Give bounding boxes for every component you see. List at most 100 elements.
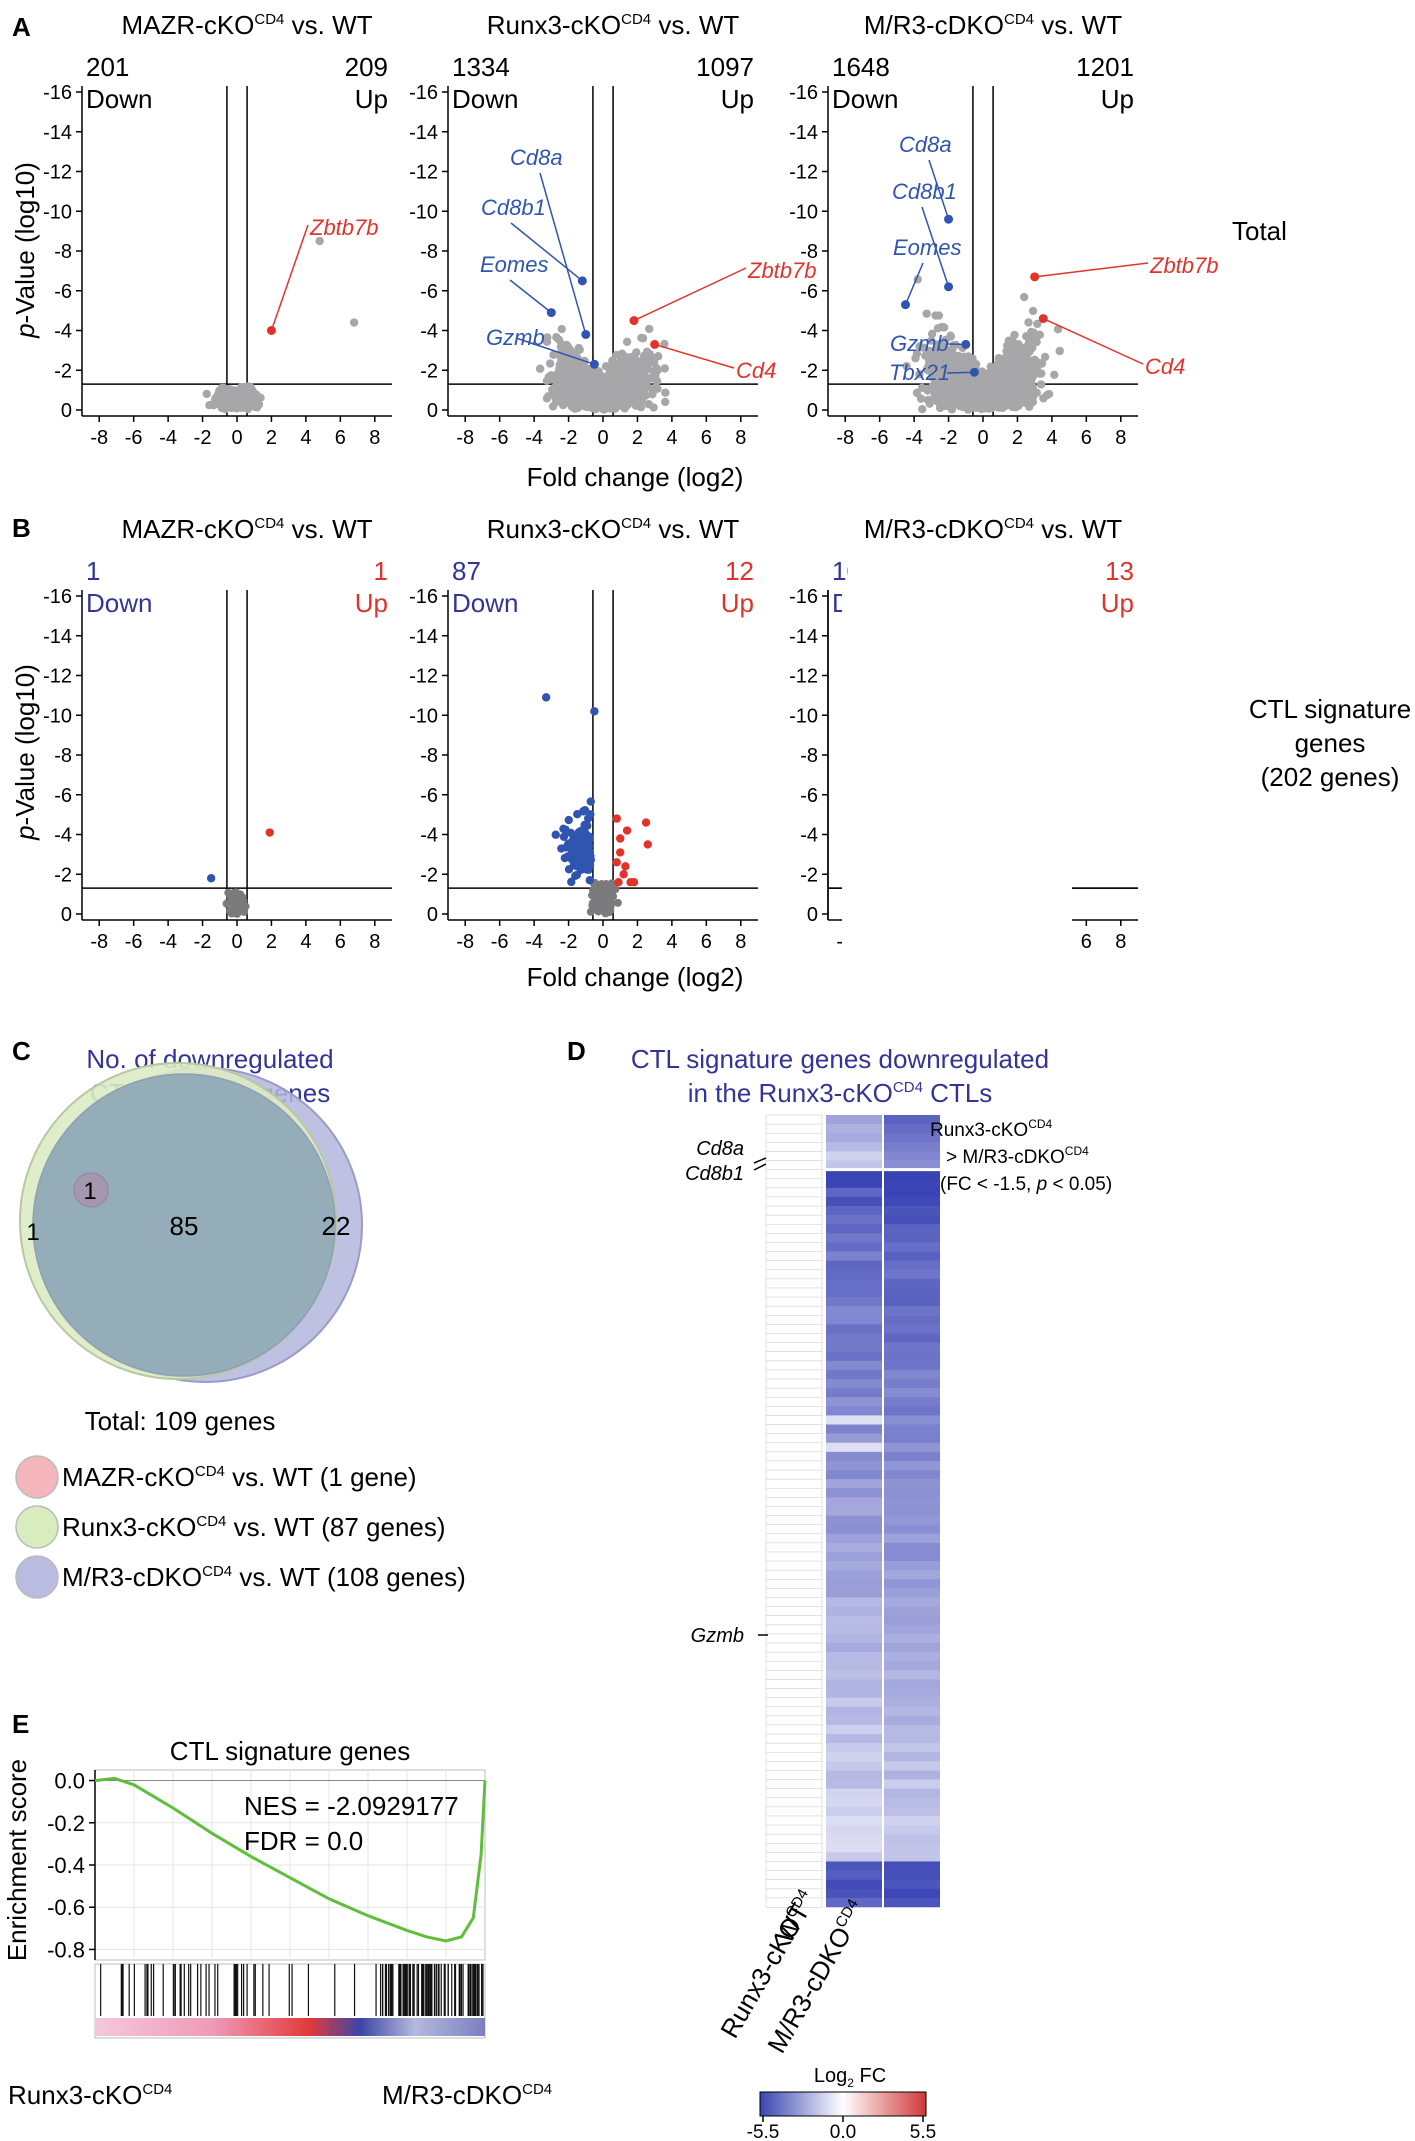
data-point <box>1010 330 1019 340</box>
heat-cell-runx3 <box>826 1815 882 1826</box>
heatmap-gene-cd8a: Cd8a <box>696 1138 744 1160</box>
heat-cell-wt <box>765 1223 823 1234</box>
y-tick-label: -14 <box>409 626 438 648</box>
data-point <box>929 365 938 374</box>
gene-point <box>629 316 639 326</box>
data-point <box>661 388 670 397</box>
data-point <box>1031 336 1040 345</box>
heat-cell-dko <box>884 1278 940 1289</box>
data-point <box>1023 357 1033 367</box>
gene-leader <box>515 337 595 365</box>
x-tick-label: -8 <box>836 427 854 449</box>
data-point <box>606 901 615 910</box>
blue-point <box>557 844 566 853</box>
volcano-b-mazr: MAZR-cKOCD4 vs. WT1Down1Up0-2-4-6-8-10-1… <box>43 514 392 953</box>
data-point <box>588 404 598 413</box>
data-point <box>1002 356 1011 366</box>
blue-point <box>559 832 569 842</box>
heat-cell-dko <box>884 1734 940 1744</box>
heat-cell-wt <box>765 1688 823 1699</box>
data-point <box>948 356 958 365</box>
down-label: Down <box>86 84 152 114</box>
heat-cell-dko <box>884 1133 940 1143</box>
data-point <box>608 365 617 374</box>
data-point <box>660 364 669 373</box>
data-point <box>612 397 621 406</box>
heat-cell-dko <box>884 1342 940 1352</box>
heat-cell-wt <box>765 1342 823 1353</box>
red-points <box>612 814 652 887</box>
heat-cell-wt <box>765 1806 823 1817</box>
title-tail: vs. WT <box>284 10 372 40</box>
heat-cell-runx3 <box>826 1224 882 1234</box>
x-tick-label: 0 <box>597 427 608 449</box>
y-tick-label: -16 <box>409 82 438 104</box>
heat-cell-runx3 <box>826 1597 882 1607</box>
heat-cell-dko <box>884 1897 940 1908</box>
y-tick-label: -14 <box>409 122 438 144</box>
data-point <box>237 395 246 404</box>
heat-cell-runx3 <box>826 1633 882 1644</box>
heat-cell-wt <box>765 1770 823 1781</box>
data-point <box>246 400 255 409</box>
heat-cell-dko <box>884 1124 940 1134</box>
heat-cell-runx3 <box>826 1561 882 1571</box>
heat-cell-runx3 <box>826 1752 882 1762</box>
heat-cell-wt <box>765 1305 823 1316</box>
data-point <box>645 324 654 334</box>
heat-cell-runx3 <box>826 1460 882 1471</box>
heat-cell-dko <box>884 1433 940 1444</box>
gene-point <box>650 339 660 349</box>
heat-cell-runx3 <box>826 1852 882 1862</box>
heat-cell-wt <box>765 1142 823 1153</box>
data-point <box>919 343 928 352</box>
heat-cell-runx3 <box>826 1124 882 1134</box>
heat-cell-wt <box>765 1724 823 1735</box>
heat-cell-runx3 <box>826 1242 882 1252</box>
x-tick-label: -4 <box>159 931 177 953</box>
data-point <box>601 362 611 371</box>
x-tick-label: -6 <box>491 427 509 449</box>
heat-cell-wt <box>765 1606 823 1617</box>
heat-cell-dko <box>884 1379 940 1389</box>
gene-point <box>944 282 954 292</box>
heat-cell-runx3 <box>826 1551 882 1562</box>
heat-cell-wt <box>765 1542 823 1553</box>
y-tick-label: -8 <box>54 241 72 263</box>
data-point <box>592 903 601 912</box>
heat-cell-wt <box>765 1123 823 1134</box>
panel-c-letter: C <box>12 1036 31 1066</box>
x-tick-label: -6 <box>491 931 509 953</box>
colorbar: Log2 FC -5.5 0.0 5.5 <box>747 2065 937 2141</box>
gene-leader <box>539 172 587 335</box>
data-point <box>999 366 1008 375</box>
gene-leader <box>270 224 309 331</box>
x-tick-label: 2 <box>632 427 643 449</box>
gene-point <box>944 214 954 224</box>
data-point <box>1018 386 1028 395</box>
heat-cell-runx3 <box>826 1870 882 1880</box>
heat-cell-dko <box>884 1442 940 1453</box>
data-point <box>560 399 569 409</box>
heat-cell-runx3 <box>826 1888 882 1899</box>
up-label: Up <box>721 588 754 618</box>
heat-cell-runx3 <box>826 1479 882 1489</box>
heat-cell-runx3 <box>826 1615 882 1626</box>
blue-point <box>551 830 560 839</box>
heat-cell-dko <box>884 1624 940 1635</box>
heat-cell-dko <box>884 1542 940 1553</box>
heat-cell-runx3 <box>826 1315 882 1325</box>
heat-cell-runx3 <box>826 1825 882 1835</box>
data-point <box>1033 319 1042 329</box>
data-point <box>236 890 245 899</box>
data-point <box>1039 394 1048 403</box>
heat-cell-wt <box>765 1296 823 1307</box>
heat-cell-wt <box>765 1451 823 1462</box>
blue-point <box>560 853 570 863</box>
heat-cell-dko <box>884 1206 940 1216</box>
heat-cell-dko <box>884 1661 940 1671</box>
y-tick-label: -2 <box>54 864 72 886</box>
heat-cell-runx3 <box>826 1724 882 1735</box>
heat-cell-runx3 <box>826 1715 882 1726</box>
